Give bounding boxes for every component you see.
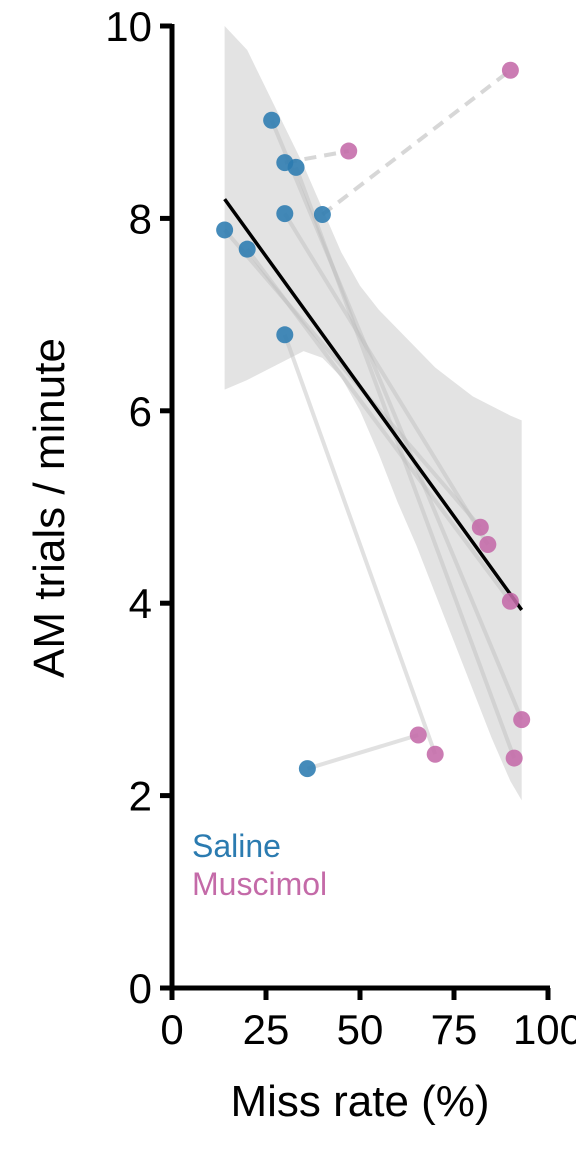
data-point-muscimol [506, 750, 523, 767]
data-point-muscimol [472, 519, 489, 536]
data-point-muscimol [502, 593, 519, 610]
data-point-saline [216, 221, 233, 238]
confidence-band-layer [225, 26, 522, 800]
data-point-saline [276, 326, 293, 343]
data-point-saline [276, 205, 293, 222]
x-tick-label: 75 [431, 1006, 478, 1053]
data-point-saline [288, 159, 305, 176]
data-point-muscimol [479, 536, 496, 553]
x-tick-label: 0 [160, 1006, 183, 1053]
data-point-muscimol [502, 62, 519, 79]
paired-line [307, 735, 418, 769]
paired-line [285, 214, 488, 545]
data-point-muscimol [513, 711, 530, 728]
x-tick-label: 100 [513, 1006, 576, 1053]
legend-muscimol: Muscimol [192, 866, 327, 902]
legend-saline: Saline [192, 828, 281, 864]
data-point-muscimol [410, 726, 427, 743]
y-tick-label: 0 [129, 965, 152, 1012]
y-tick-label: 2 [129, 773, 152, 820]
data-point-saline [263, 112, 280, 129]
data-point-muscimol [427, 746, 444, 763]
confidence-band [225, 26, 522, 800]
y-tick-label: 6 [129, 388, 152, 435]
data-point-muscimol [340, 143, 357, 160]
data-point-saline [239, 241, 256, 258]
paired-line [322, 70, 510, 214]
y-axis-title: AM trials / minute [25, 338, 74, 678]
data-point-saline [299, 760, 316, 777]
x-tick-label: 25 [243, 1006, 290, 1053]
x-axis-title: Miss rate (%) [230, 1077, 489, 1126]
x-tick-label: 50 [337, 1006, 384, 1053]
y-tick-label: 4 [129, 580, 152, 627]
y-tick-label: 8 [129, 195, 152, 242]
data-point-saline [314, 206, 331, 223]
y-tick-label: 10 [105, 3, 152, 50]
